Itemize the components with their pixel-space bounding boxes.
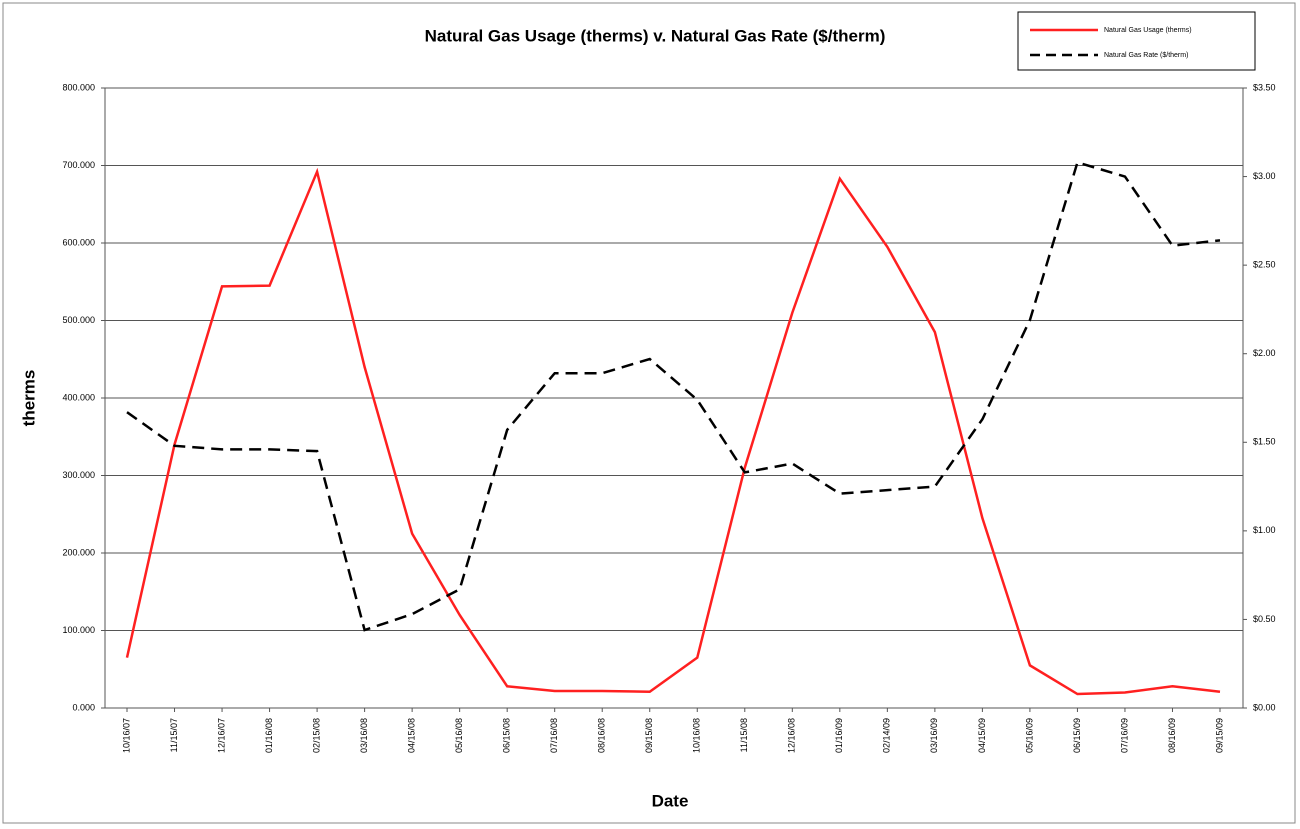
y2-tick-label: $0.50 (1253, 614, 1276, 624)
x-tick-label: 09/15/08 (644, 718, 654, 753)
y-tick-label: 400.000 (62, 392, 95, 402)
y-axis-label: therms (19, 370, 38, 427)
x-tick-label: 09/15/09 (1214, 718, 1224, 753)
x-tick-label: 07/16/08 (549, 718, 559, 753)
x-tick-label: 06/15/08 (502, 718, 512, 753)
legend-label: Natural Gas Usage (therms) (1104, 27, 1192, 34)
y-tick-label: 600.000 (62, 237, 95, 247)
y-tick-label: 500.000 (62, 315, 95, 325)
x-tick-label: 01/16/09 (834, 718, 844, 753)
y-tick-label: 200.000 (62, 547, 95, 557)
y2-tick-label: $3.00 (1253, 171, 1276, 181)
x-tick-label: 11/15/08 (739, 718, 749, 752)
x-tick-label: 04/15/08 (407, 718, 417, 753)
y-tick-label: 800.000 (62, 82, 95, 92)
x-tick-label: 02/15/08 (311, 718, 321, 753)
y-tick-label: 300.000 (62, 470, 95, 480)
x-tick-label: 04/15/09 (977, 718, 987, 753)
x-tick-label: 03/16/08 (359, 718, 369, 753)
x-tick-label: 07/16/09 (1119, 718, 1129, 753)
x-tick-label: 10/16/08 (692, 718, 702, 753)
y2-tick-label: $2.00 (1253, 348, 1276, 358)
x-tick-label: 05/16/09 (1024, 718, 1034, 753)
y2-tick-label: $3.50 (1253, 82, 1276, 92)
y-tick-label: 100.000 (62, 625, 95, 635)
y2-tick-label: $1.50 (1253, 437, 1276, 447)
chart-title: Natural Gas Usage (therms) v. Natural Ga… (425, 26, 886, 45)
x-tick-label: 10/16/07 (121, 718, 131, 753)
x-tick-label: 12/16/08 (787, 718, 797, 753)
y2-tick-label: $1.00 (1253, 525, 1276, 535)
x-tick-label: 06/15/09 (1072, 718, 1082, 753)
legend (1017, 11, 1256, 71)
x-tick-label: 01/16/08 (264, 718, 274, 753)
series-line (126, 160, 1221, 632)
y2-tick-label: $0.00 (1253, 702, 1276, 712)
x-tick-label: 03/16/09 (929, 718, 939, 753)
y2-tick-label: $2.50 (1253, 260, 1276, 270)
x-tick-label: 11/15/07 (169, 718, 179, 752)
x-tick-label: 08/16/08 (597, 718, 607, 753)
y-tick-label: 0.000 (72, 702, 95, 712)
legend-label: Natural Gas Rate ($/therm) (1104, 52, 1188, 59)
x-tick-label: 12/16/07 (216, 718, 226, 753)
x-tick-label: 08/16/09 (1167, 718, 1177, 753)
x-tick-label: 05/16/08 (454, 718, 464, 753)
x-tick-label: 02/14/09 (882, 718, 892, 753)
x-axis-label: Date (652, 791, 689, 810)
y-tick-label: 700.000 (62, 160, 95, 170)
series-line (125, 167, 1221, 696)
